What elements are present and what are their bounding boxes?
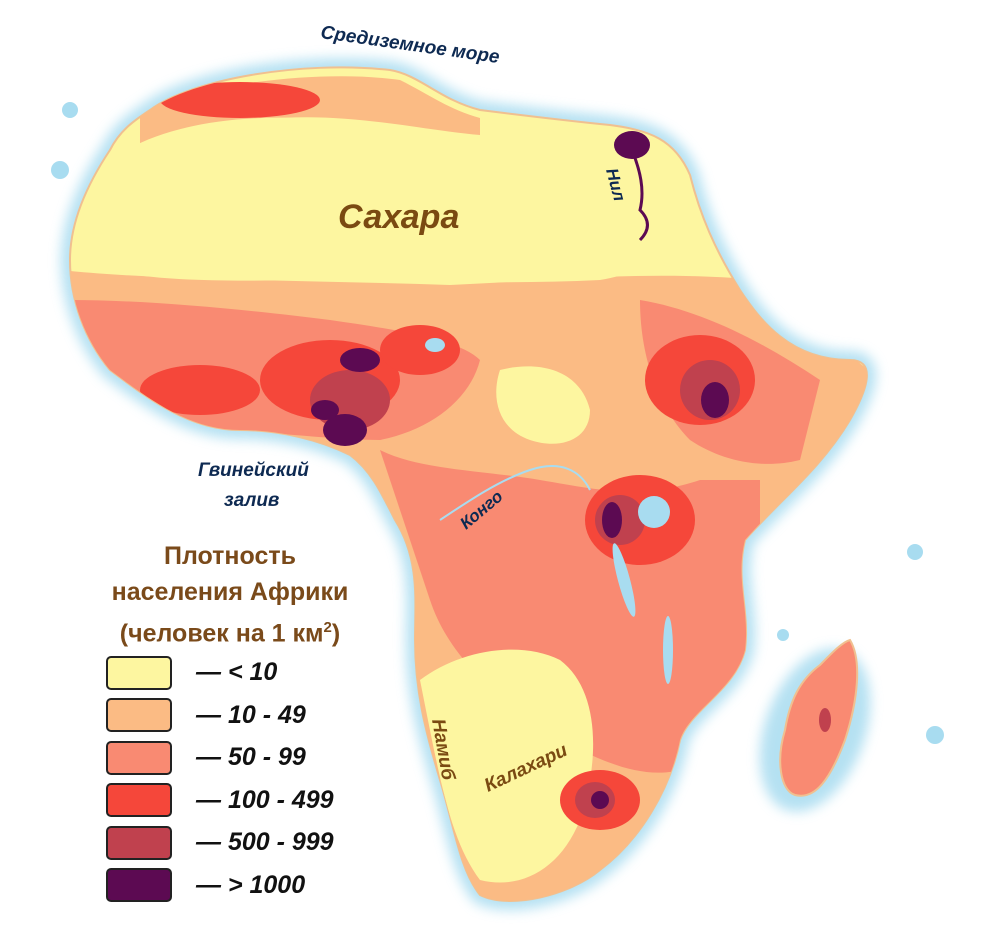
legend-label: — > 1000 — [196, 870, 306, 899]
legend-title: Плотность населения Африки (человек на 1… — [80, 538, 380, 651]
legend-item: — 100 - 499 — [106, 779, 380, 822]
legend-title-line2: населения Африки — [111, 578, 349, 606]
islands — [51, 102, 944, 744]
density-legend: Плотность населения Африки (человек на 1… — [80, 538, 380, 906]
legend-swatch — [106, 740, 172, 775]
sahara-label: Сахара — [338, 198, 459, 236]
legend-item: — 10 - 49 — [106, 694, 380, 737]
legend-label: — 100 - 499 — [196, 785, 334, 814]
legend-label: — 50 - 99 — [196, 743, 306, 772]
legend-rows: — < 10 — 10 - 49 — 50 - 99 — 100 - 499 — 500… — [80, 651, 380, 906]
legend-swatch — [106, 868, 172, 903]
legend-title-line1: Плотность — [164, 542, 296, 570]
legend-item: — 500 - 999 — [106, 821, 380, 864]
lake-chad — [425, 338, 445, 352]
madagascar-dense — [819, 708, 831, 732]
lake-tanganyika — [612, 543, 636, 617]
lake-victoria — [638, 496, 670, 528]
legend-item: — > 1000 — [106, 864, 380, 907]
nile-river — [630, 149, 649, 242]
legend-label: — < 10 — [196, 658, 278, 687]
legend-swatch — [106, 698, 172, 733]
density-zone-lt10 — [496, 366, 590, 444]
legend-label: — 10 - 49 — [196, 700, 306, 729]
density-zones — [70, 76, 867, 901]
congo-river — [439, 465, 591, 521]
gulf-label-line2: залив — [224, 490, 279, 511]
density-zone-gt1000 — [311, 131, 729, 809]
legend-swatch — [106, 825, 172, 860]
legend-swatch — [106, 783, 172, 818]
sahara-desert — [80, 117, 682, 283]
legend-title-line3: (человек на 1 км2) — [119, 619, 341, 648]
legend-swatch — [106, 655, 172, 690]
legend-item: — 50 - 99 — [106, 736, 380, 779]
legend-item: — < 10 — [106, 651, 380, 694]
gulf-label-line1: Гвинейский — [198, 460, 309, 481]
madagascar — [779, 638, 859, 797]
legend-label: — 500 - 999 — [196, 828, 334, 857]
lake-malawi — [663, 616, 673, 684]
density-zone-lt10 — [420, 649, 594, 883]
